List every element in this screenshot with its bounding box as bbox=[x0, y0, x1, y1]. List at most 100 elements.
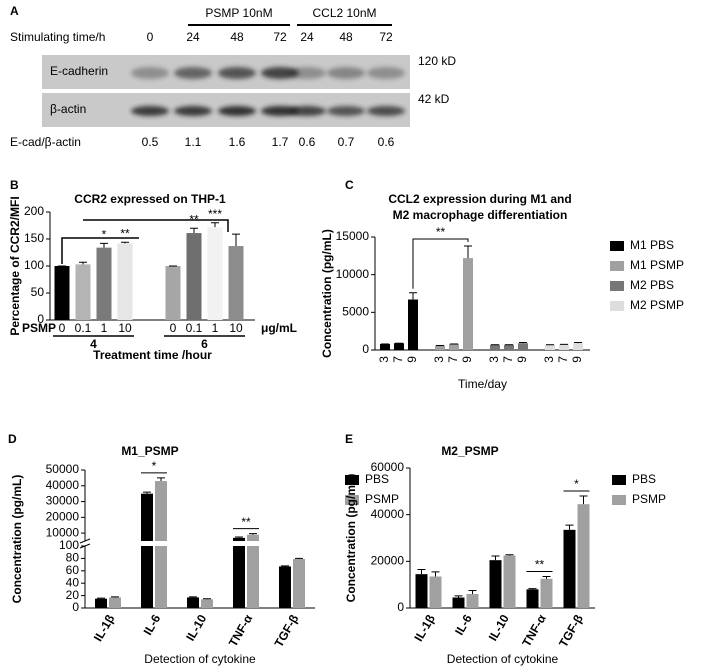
legend-swatch bbox=[612, 475, 626, 485]
error-bar bbox=[189, 596, 197, 598]
error-bar bbox=[190, 227, 198, 234]
error-bar bbox=[157, 477, 165, 482]
error-bar bbox=[232, 233, 240, 247]
bar bbox=[490, 344, 500, 350]
bar bbox=[573, 343, 583, 350]
legend-label: M1 PSMP bbox=[630, 258, 684, 272]
x-tick-label: 3 bbox=[432, 356, 446, 363]
bar bbox=[518, 343, 528, 350]
y-tick-label: 50 bbox=[31, 285, 45, 299]
x-tick-label: 7 bbox=[446, 356, 460, 363]
bar bbox=[201, 599, 213, 608]
chart-title: M2 macrophage differentiation bbox=[393, 208, 568, 222]
chart-title: M2_PSMP bbox=[441, 444, 498, 458]
legend-swatch bbox=[345, 495, 359, 505]
bracket bbox=[412, 238, 469, 289]
error-bar bbox=[528, 588, 537, 590]
group-label: 6 bbox=[201, 337, 208, 351]
error-bar bbox=[542, 576, 551, 579]
significance: * bbox=[102, 227, 107, 241]
significance: * bbox=[152, 459, 157, 473]
error-bar bbox=[519, 341, 527, 344]
blot-band bbox=[288, 67, 326, 79]
dose-label: PSMP bbox=[22, 321, 56, 335]
error-bar bbox=[211, 222, 219, 228]
x-tick-label: 9 bbox=[405, 356, 419, 363]
blot-band bbox=[131, 67, 169, 79]
blot-band bbox=[288, 106, 326, 116]
bar bbox=[545, 344, 555, 350]
y-tick-label: 20000 bbox=[371, 554, 405, 568]
y-tick-label: 20 bbox=[66, 588, 80, 602]
y-tick-label: 200 bbox=[24, 204, 44, 218]
blot-band bbox=[367, 106, 405, 116]
bar bbox=[233, 546, 245, 608]
y-tick-label: 100 bbox=[24, 258, 44, 272]
bar bbox=[247, 534, 259, 541]
size-label: 120 kD bbox=[418, 54, 456, 68]
bracket bbox=[61, 237, 139, 264]
panel-label: C bbox=[345, 178, 354, 192]
y-tick-label: 10000 bbox=[46, 525, 80, 539]
legend-label: M2 PSMP bbox=[630, 298, 684, 312]
legend-label: PSMP bbox=[365, 492, 399, 506]
row-label: E-cadherin bbox=[50, 64, 108, 78]
bar bbox=[165, 266, 181, 320]
bar bbox=[95, 598, 107, 608]
error-bar bbox=[454, 595, 463, 598]
x-tick-label: 3 bbox=[487, 356, 501, 363]
blot-band bbox=[367, 67, 405, 79]
bar bbox=[293, 559, 305, 608]
error-bar bbox=[235, 536, 243, 538]
time: 24 bbox=[300, 30, 314, 44]
y-tick-label: 30000 bbox=[46, 494, 80, 508]
bar bbox=[187, 597, 199, 608]
group-label: 4 bbox=[90, 337, 97, 351]
legend-label: M2 PBS bbox=[630, 278, 674, 292]
blot-band bbox=[261, 106, 299, 116]
x-tick-label: 1 bbox=[212, 321, 219, 335]
blot-band bbox=[174, 106, 212, 116]
blot-band bbox=[261, 67, 299, 79]
y-tick-label: 40 bbox=[66, 575, 80, 589]
error-bar bbox=[417, 569, 426, 575]
ratio-label: E-cad/β-actin bbox=[10, 135, 81, 149]
bar bbox=[380, 343, 390, 350]
legend-swatch bbox=[610, 301, 624, 311]
x-tick-label: 0 bbox=[170, 321, 177, 335]
x-tick-label: 1 bbox=[101, 321, 108, 335]
ratio: 0.6 bbox=[299, 135, 316, 149]
legend-swatch bbox=[610, 241, 624, 251]
size-label: 42 kD bbox=[418, 92, 450, 106]
bar bbox=[96, 247, 112, 320]
legend-swatch bbox=[610, 261, 624, 271]
error-bar bbox=[143, 491, 151, 494]
y-tick-label: 0 bbox=[72, 600, 79, 614]
y-tick-label: 80 bbox=[66, 551, 80, 565]
bar bbox=[141, 493, 153, 541]
y-tick-label: 40000 bbox=[371, 507, 405, 521]
error-bar bbox=[431, 571, 440, 577]
error-bar bbox=[505, 554, 514, 556]
y-tick-label: 5000 bbox=[342, 305, 369, 319]
significance: ** bbox=[436, 225, 446, 239]
ratio: 1.1 bbox=[185, 135, 202, 149]
time: 48 bbox=[339, 30, 353, 44]
bar bbox=[466, 594, 479, 608]
blot-band bbox=[218, 106, 256, 116]
bar bbox=[408, 299, 418, 350]
significance: ** bbox=[120, 226, 130, 240]
row-label: β-actin bbox=[50, 102, 86, 116]
y-tick-label: 60 bbox=[66, 563, 80, 577]
x-axis-label: Treatment time /hour bbox=[93, 348, 212, 362]
chart-title: M1_PSMP bbox=[121, 444, 178, 458]
x-tick-label: 3 bbox=[542, 356, 556, 363]
y-tick-label: 15000 bbox=[336, 229, 370, 243]
y-axis-label: Concentration (pg/mL) bbox=[344, 474, 358, 603]
chart-title: CCL2 expression during M1 and bbox=[388, 192, 571, 206]
bar bbox=[279, 566, 291, 608]
error-bar bbox=[97, 597, 105, 599]
blot-band bbox=[131, 106, 169, 116]
bar bbox=[75, 264, 91, 320]
ratio: 1.6 bbox=[229, 135, 246, 149]
